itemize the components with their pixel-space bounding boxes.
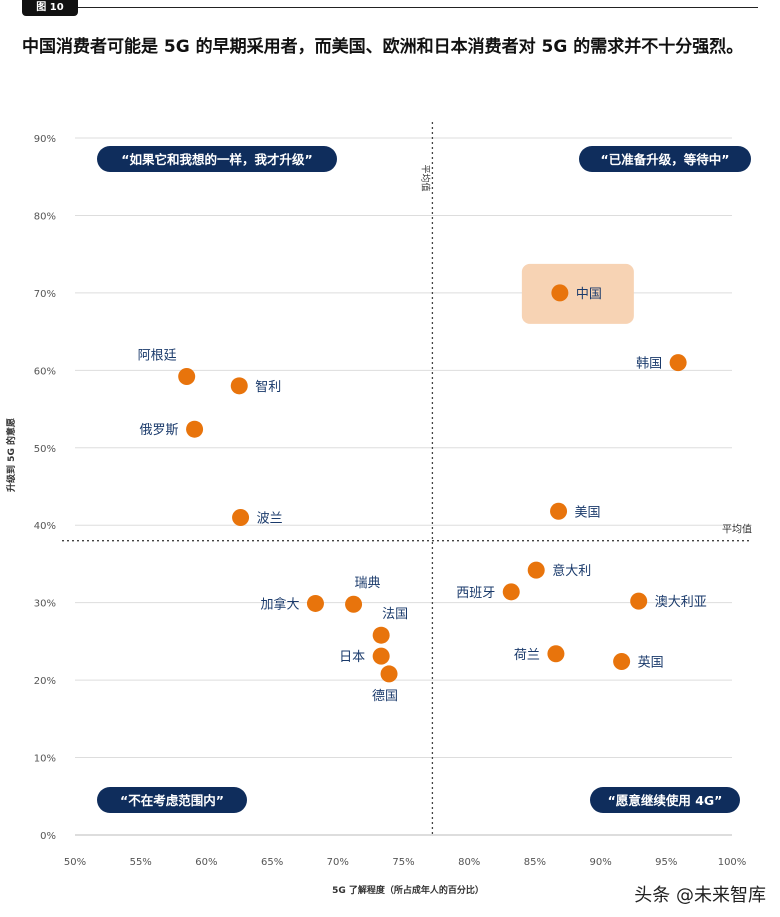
data-point: [547, 645, 565, 663]
data-point: [551, 284, 569, 302]
y-axis-title: 升级到 5G 的意愿: [5, 418, 17, 492]
x-tick-label: 90%: [589, 857, 611, 868]
x-tick-label: 70%: [327, 857, 349, 868]
data-point: [669, 354, 687, 372]
quadrant-label-bottom-left: “不在考虑范围内”: [120, 793, 224, 808]
data-label: 中国: [576, 287, 602, 302]
data-label: 荷兰: [514, 648, 540, 663]
y-tick-label: 40%: [34, 521, 56, 532]
x-tick-label: 95%: [655, 857, 677, 868]
data-point: [527, 561, 545, 579]
quadrant-label-bottom-right: “愿意继续使用 4G”: [608, 793, 723, 808]
x-tick-label: 55%: [130, 857, 152, 868]
data-label: 阿根廷: [138, 349, 177, 364]
data-label: 澳大利亚: [655, 594, 707, 610]
data-label: 智利: [255, 380, 281, 395]
data-label: 加拿大: [260, 596, 299, 612]
x-tick-label: 65%: [261, 857, 283, 868]
y-tick-label: 10%: [34, 754, 56, 765]
data-point: [232, 508, 250, 526]
figure-label: 图 10: [22, 0, 78, 16]
data-point: [230, 377, 248, 395]
quadrant-label-top-left: “如果它和我想的一样，我才升级”: [121, 152, 312, 167]
data-point: [306, 594, 324, 612]
data-label: 美国: [575, 505, 601, 520]
data-label: 意大利: [552, 563, 591, 579]
quadrant-badge-bottom-left: [97, 787, 247, 813]
data-point: [186, 420, 204, 438]
data-point: [372, 626, 390, 644]
x-tick-label: 85%: [524, 857, 546, 868]
quadrant-badge-bottom-right: [590, 787, 740, 813]
y-tick-label: 20%: [34, 676, 56, 687]
data-label: 德国: [372, 689, 398, 704]
x-tick-label: 60%: [195, 857, 217, 868]
avg-y-label: 平均值: [722, 523, 752, 536]
data-label: 瑞典: [355, 576, 381, 591]
y-tick-label: 30%: [34, 599, 56, 610]
data-label: 英国: [638, 656, 664, 671]
y-tick-label: 50%: [34, 444, 56, 455]
y-tick-label: 80%: [34, 211, 56, 222]
x-tick-label: 80%: [458, 857, 480, 868]
data-label: 日本: [339, 650, 365, 665]
figure-title: 中国消费者可能是 5G 的早期采用者，而美国、欧洲和日本消费者对 5G 的需求并…: [22, 37, 744, 57]
data-point: [372, 647, 390, 665]
data-label: 波兰: [257, 511, 283, 526]
avg-x-label: 平均值: [419, 164, 431, 191]
quadrant-label-top-right: “已准备升级，等待中”: [601, 152, 730, 167]
y-tick-label: 90%: [34, 134, 56, 145]
data-point: [630, 592, 648, 610]
data-label: 西班牙: [456, 586, 495, 601]
watermark: 头条 @未来智库: [634, 885, 766, 906]
highlight-box: [521, 263, 634, 324]
data-label: 韩国: [636, 357, 662, 372]
quadrant-badge-top-right: [579, 146, 751, 172]
top-bar: 图 10: [0, 0, 780, 18]
y-tick-label: 70%: [34, 289, 56, 300]
x-tick-label: 100%: [718, 857, 747, 868]
y-tick-label: 0%: [40, 831, 56, 842]
data-point: [345, 595, 363, 613]
data-point: [380, 665, 398, 683]
y-tick-label: 60%: [34, 366, 56, 377]
x-tick-label: 75%: [392, 857, 414, 868]
data-label: 俄罗斯: [140, 423, 179, 438]
x-axis-title: 5G 了解程度（所占成年人的百分比）: [332, 884, 484, 896]
x-tick-label: 50%: [64, 857, 86, 868]
data-point: [178, 368, 196, 386]
quadrant-badge-top-left: [97, 146, 337, 172]
top-rule: [78, 7, 758, 8]
data-point: [502, 583, 520, 601]
data-label: 法国: [382, 607, 408, 622]
data-point: [613, 653, 631, 671]
data-point: [550, 502, 568, 520]
